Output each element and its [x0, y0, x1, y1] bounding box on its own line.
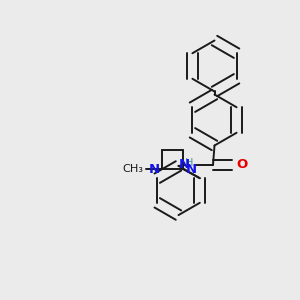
Text: H: H [185, 158, 194, 169]
Text: O: O [236, 158, 247, 172]
Text: N: N [178, 158, 190, 172]
Text: CH₃: CH₃ [122, 164, 143, 174]
Text: N: N [186, 163, 197, 176]
Text: N: N [149, 163, 160, 176]
